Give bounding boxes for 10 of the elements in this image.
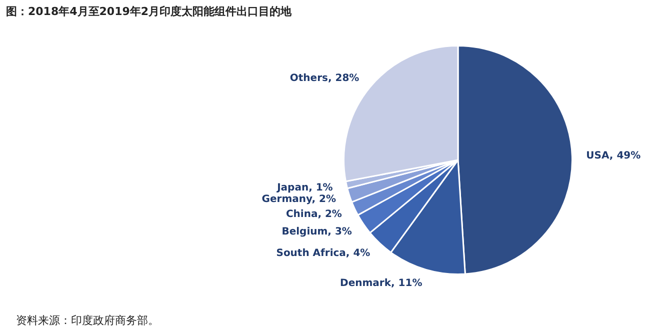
slice-label: Belgium, 3% — [282, 226, 352, 238]
slice-label: South Africa, 4% — [276, 248, 370, 260]
slice-label: China, 2% — [286, 209, 342, 220]
slice-label: Japan, 1% — [276, 182, 333, 194]
text: 图：2018年4月至2019年2月印度太阳能组件出口目的地 — [6, 4, 292, 19]
text: 资料来源：印度政府商务部。 — [16, 313, 159, 328]
slice-label: Germany, 2% — [262, 194, 336, 206]
slice-label: Others, 28% — [290, 72, 360, 84]
slice-label: Denmark, 11% — [340, 278, 422, 289]
slice-label: USA, 49% — [586, 150, 641, 162]
